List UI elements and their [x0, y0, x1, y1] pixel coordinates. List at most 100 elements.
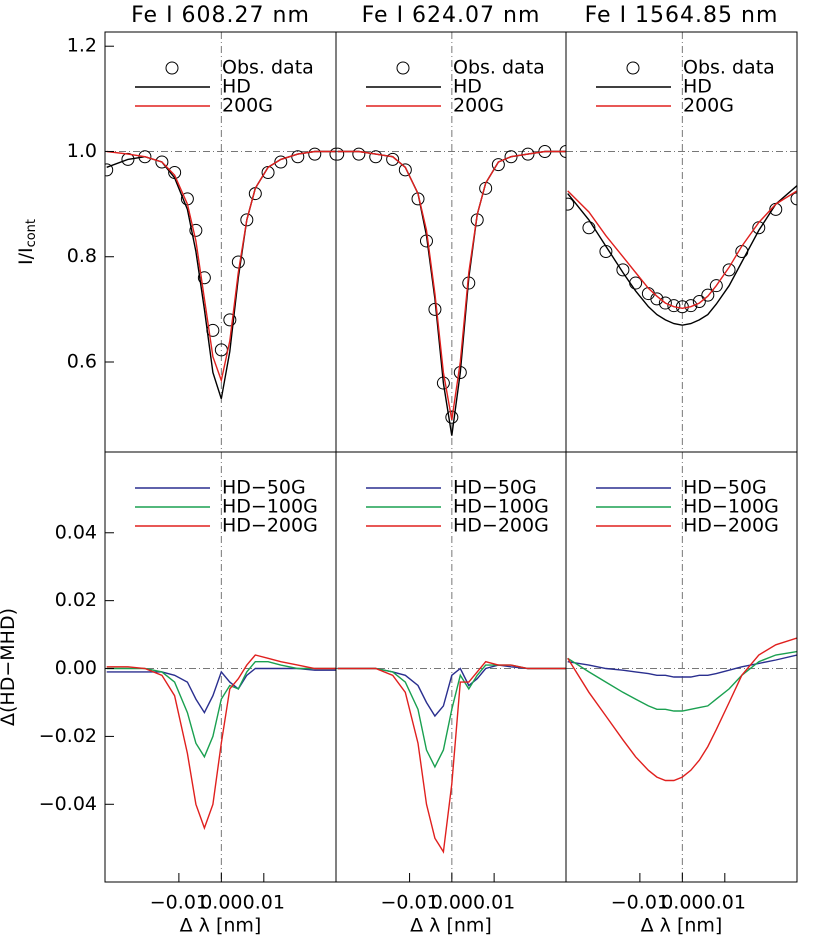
series-line	[567, 654, 797, 678]
series-line	[106, 654, 336, 831]
obs-point	[231, 255, 245, 269]
legend-label: 200G	[222, 95, 273, 117]
series-line	[106, 661, 336, 759]
obs-point	[336, 147, 345, 161]
obs-point	[641, 287, 655, 301]
panel-title: Fe I 624.07 nm	[362, 3, 541, 28]
legend-label: HD−50G	[222, 477, 306, 499]
legend-label: HD	[222, 76, 251, 98]
legend-label: HD	[453, 76, 482, 98]
x-tick-label: 0.00	[200, 892, 242, 914]
series-line	[337, 150, 566, 436]
plot-area	[336, 32, 566, 452]
x-tick-label: −0.01	[150, 892, 208, 914]
obs-point	[684, 299, 698, 313]
obs-point	[582, 221, 596, 235]
obs-point	[223, 313, 237, 327]
series-line	[567, 190, 797, 310]
x-tick-label: 0.01	[473, 892, 515, 914]
obs-point	[616, 263, 630, 277]
legend-label: HD−100G	[683, 496, 779, 518]
y-tick-label: −0.04	[39, 793, 97, 815]
x-axis-label: Δ λ [nm]	[410, 915, 492, 937]
legend-label: HD−50G	[453, 477, 537, 499]
y-tick-label: 0.02	[55, 589, 97, 611]
x-tick-label: −0.01	[380, 892, 438, 914]
panel-title: Fe I 608.27 nm	[131, 3, 310, 28]
series-line	[337, 150, 566, 421]
obs-point	[521, 147, 535, 161]
legend-label: 200G	[683, 95, 734, 117]
obs-point	[692, 294, 706, 308]
obs-point	[504, 150, 518, 164]
y-axis-label-main: I/I	[15, 247, 37, 265]
obs-point	[240, 213, 254, 227]
legend-label: HD−50G	[683, 477, 767, 499]
x-tick-label: 0.00	[431, 892, 473, 914]
y-tick-label: 1.0	[67, 140, 97, 162]
x-tick-label: 0.00	[661, 892, 703, 914]
panel-title: Fe I 1564.85 nm	[585, 3, 779, 28]
obs-point	[491, 158, 505, 172]
obs-point	[308, 147, 322, 161]
legend-label: HD−200G	[683, 515, 779, 537]
obs-point	[197, 271, 211, 285]
obs-point	[155, 155, 169, 169]
y-axis-label: Δ(HD−MHD)	[0, 608, 19, 726]
obs-point	[105, 163, 114, 177]
y-tick-label: 0.6	[67, 351, 97, 373]
plot-area	[105, 452, 336, 882]
obs-point	[709, 279, 723, 293]
obs-point	[138, 150, 152, 164]
legend-label: HD−100G	[453, 496, 549, 518]
plot-area	[566, 452, 797, 882]
series-line	[106, 150, 336, 383]
obs-point	[701, 288, 715, 302]
obs-point	[658, 296, 672, 310]
series-line	[337, 660, 566, 854]
legend-label: Obs. data	[222, 57, 314, 79]
y-tick-label: 0.8	[67, 245, 97, 267]
legend-symbol	[165, 61, 179, 75]
y-tick-label: −0.02	[39, 725, 97, 747]
obs-point	[352, 147, 366, 161]
plot-area	[105, 32, 336, 452]
x-axis-label: Δ λ [nm]	[641, 915, 723, 937]
frame	[565, 31, 798, 453]
obs-point	[650, 292, 664, 306]
x-tick-label: 0.01	[704, 892, 746, 914]
legend-label: HD−100G	[222, 496, 318, 518]
obs-point	[445, 410, 459, 424]
legend-label: HD−200G	[222, 515, 318, 537]
legend-label: Obs. data	[453, 57, 545, 79]
y-tick-label: 0.04	[55, 521, 97, 543]
legend-symbol	[396, 61, 410, 75]
obs-point	[398, 163, 412, 177]
y-tick-label: 0.00	[55, 657, 97, 679]
obs-point	[790, 192, 797, 206]
legend-label: 200G	[453, 95, 504, 117]
series-line	[567, 185, 797, 326]
obs-point	[369, 150, 383, 164]
x-tick-label: −0.01	[611, 892, 669, 914]
legend-label: HD−200G	[453, 515, 549, 537]
legend-symbol	[626, 61, 640, 75]
obs-point	[274, 155, 288, 169]
obs-point	[329, 147, 336, 161]
plot-area	[336, 452, 566, 882]
y-axis-label: I/Icont	[15, 219, 39, 265]
y-axis-label-sub: cont	[24, 219, 39, 247]
series-line	[567, 637, 797, 782]
obs-point	[189, 223, 203, 237]
frame	[565, 451, 798, 883]
x-axis-label: Δ λ [nm]	[180, 915, 262, 937]
y-tick-label: 1.2	[67, 35, 97, 57]
obs-point	[722, 263, 736, 277]
obs-point	[566, 197, 575, 211]
obs-point	[121, 152, 135, 166]
obs-point	[386, 152, 400, 166]
obs-point	[667, 299, 681, 313]
obs-point	[291, 150, 305, 164]
legend-label: HD	[683, 76, 712, 98]
